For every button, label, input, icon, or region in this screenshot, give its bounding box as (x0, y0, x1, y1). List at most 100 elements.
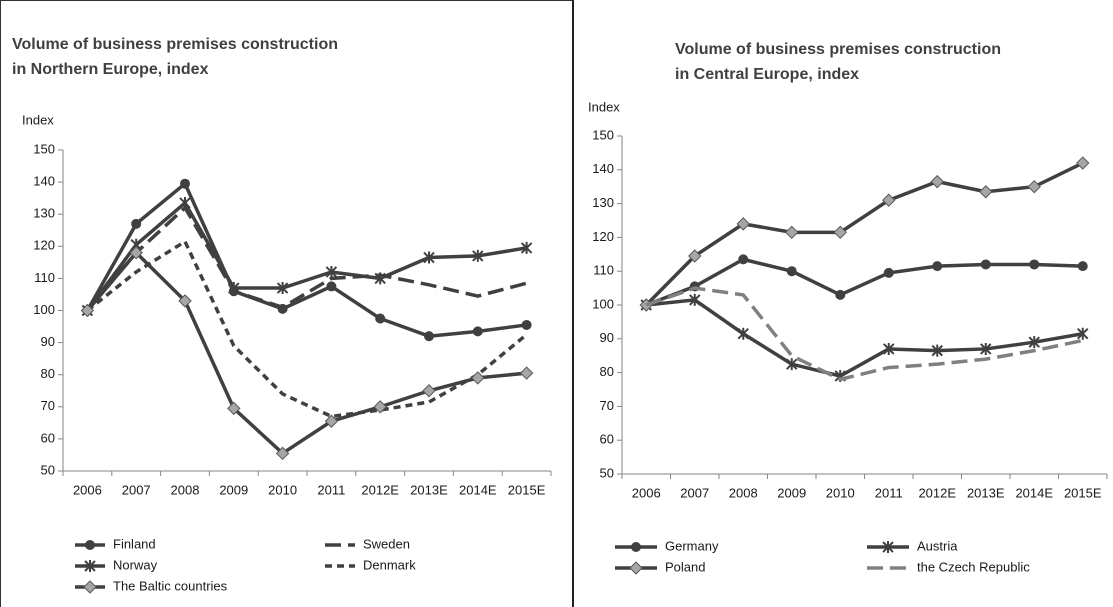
legend-label: Poland (665, 559, 705, 574)
data-point (931, 344, 943, 357)
x-tick-label: 2008 (171, 482, 200, 497)
data-line (645, 257, 1083, 307)
y-tick-label: 80 (600, 364, 614, 379)
data-point (179, 196, 191, 209)
data-point (424, 331, 434, 342)
data-point (375, 313, 386, 324)
data-line (645, 286, 1084, 382)
data-line (86, 205, 528, 312)
data-point (882, 193, 896, 207)
legend-label: Sweden (363, 536, 410, 551)
data-point (472, 249, 484, 262)
chart-title: in Central Europe, index (675, 66, 859, 83)
chart-title: Volume of business premises construction (675, 41, 1001, 58)
x-tick-label: 2007 (122, 482, 151, 497)
data-line (645, 161, 1084, 307)
legend-label: the Czech Republic (917, 559, 1030, 574)
data-point (833, 225, 847, 240)
y-tick-label: 70 (41, 398, 55, 413)
x-tick-label: 2013E (410, 482, 448, 497)
legend-marker (631, 542, 641, 552)
y-tick-label: 80 (41, 366, 55, 381)
data-point (423, 251, 435, 264)
data-point (472, 326, 483, 337)
y-axis-label: Index (22, 112, 54, 127)
data-point (519, 366, 534, 380)
data-point (930, 174, 944, 189)
data-point (835, 289, 846, 300)
data-point (471, 371, 485, 385)
x-tick-label: 2014E (459, 482, 497, 497)
data-point (520, 241, 533, 254)
legend-label: Germany (665, 538, 719, 553)
data-point (1029, 259, 1040, 270)
y-tick-label: 130 (33, 206, 55, 221)
legend-label: Norway (113, 557, 158, 572)
data-point (736, 217, 750, 231)
data-line (86, 238, 528, 419)
data-line (646, 298, 1084, 378)
x-tick-label: 2012E (918, 485, 956, 500)
y-tick-label: 60 (600, 432, 614, 447)
data-point (980, 259, 991, 270)
data-point (227, 401, 241, 416)
legend-label: The Baltic countries (113, 578, 228, 593)
x-tick-label: 2011 (875, 485, 903, 500)
y-tick-label: 110 (34, 270, 55, 285)
x-tick-label: 2006 (632, 485, 661, 500)
data-point (374, 272, 386, 285)
data-line (86, 250, 527, 456)
data-point (373, 400, 387, 414)
x-tick-label: 2010 (826, 485, 855, 500)
x-tick-label: 2015E (508, 482, 546, 497)
legend-marker (629, 561, 643, 575)
legend-marker (84, 560, 96, 572)
x-tick-label: 2015E (1064, 485, 1102, 500)
y-tick-label: 100 (33, 302, 55, 317)
x-tick-label: 2010 (268, 482, 297, 497)
y-tick-label: 90 (41, 334, 55, 349)
y-tick-label: 50 (600, 465, 614, 480)
y-tick-label: 150 (33, 141, 55, 156)
y-tick-label: 70 (600, 398, 614, 413)
data-point (275, 446, 290, 461)
data-line (85, 200, 527, 312)
data-point (521, 319, 532, 330)
data-line (85, 180, 527, 338)
data-point (1028, 336, 1040, 349)
data-point (1077, 261, 1088, 272)
data-point (883, 267, 894, 278)
x-tick-label: 2012E (361, 482, 399, 497)
x-tick-label: 2008 (729, 485, 758, 500)
data-point (883, 342, 895, 355)
data-point (785, 225, 799, 240)
x-tick-label: 2006 (73, 482, 102, 497)
x-tick-label: 2007 (680, 485, 709, 500)
data-point (786, 358, 798, 371)
data-point (178, 294, 192, 308)
y-tick-label: 100 (592, 296, 614, 311)
y-tick-label: 150 (592, 127, 614, 142)
data-point (1077, 327, 1089, 340)
y-tick-label: 140 (592, 161, 614, 176)
x-tick-label: 2009 (777, 485, 806, 500)
data-point (932, 261, 943, 272)
data-point (737, 327, 749, 340)
data-point (324, 414, 339, 428)
legend-label: Austria (917, 538, 958, 553)
data-point (80, 303, 95, 318)
legend-marker (85, 540, 95, 550)
x-tick-label: 2013E (967, 485, 1005, 500)
y-tick-label: 120 (592, 229, 614, 244)
legend-label: Denmark (363, 557, 416, 572)
y-tick-label: 130 (592, 195, 614, 210)
x-tick-label: 2009 (219, 482, 248, 497)
data-point (326, 281, 337, 292)
data-point (180, 178, 190, 189)
y-tick-label: 120 (33, 238, 55, 253)
data-point (129, 246, 143, 260)
y-tick-label: 90 (600, 330, 614, 345)
data-point (979, 185, 993, 199)
y-tick-label: 60 (41, 430, 55, 445)
